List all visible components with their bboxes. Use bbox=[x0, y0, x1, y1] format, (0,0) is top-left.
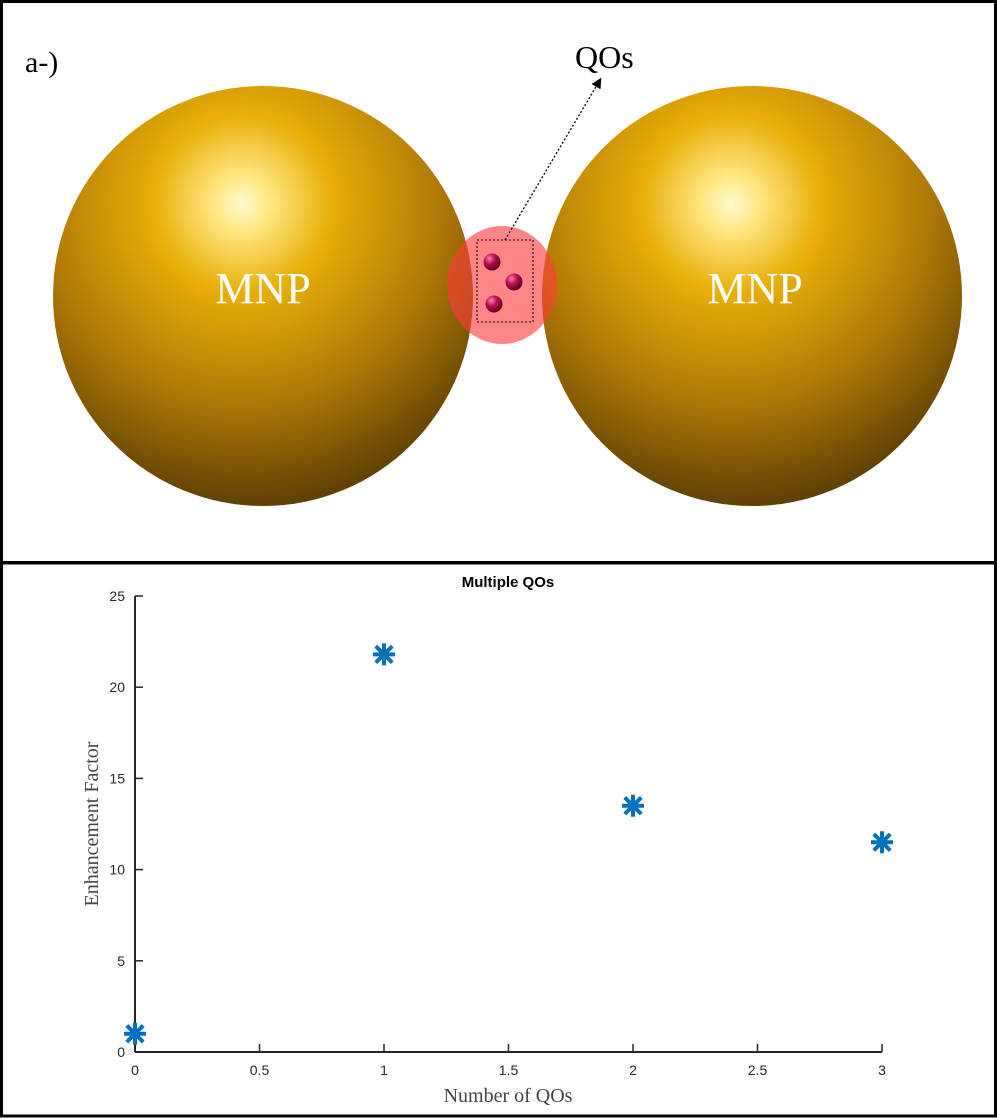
x-axis-label: Number of QOs bbox=[444, 1085, 573, 1107]
qd-particle bbox=[485, 295, 503, 313]
x-tick-label: 2 bbox=[629, 1062, 637, 1078]
plot-area: 0 0.5 1 1.5 2 2.5 3 0 5 10 15 20 25 bbox=[109, 588, 893, 1078]
x-tick-label: 3 bbox=[878, 1062, 886, 1078]
data-point bbox=[871, 831, 893, 854]
x-tick-label: 0.5 bbox=[250, 1062, 270, 1078]
y-tick-label: 25 bbox=[109, 588, 125, 604]
qd-label: QOs bbox=[575, 39, 634, 75]
qd-particle bbox=[483, 253, 501, 271]
right-sphere bbox=[542, 86, 962, 506]
panel-label: a-) bbox=[25, 46, 58, 79]
y-tick-label: 10 bbox=[109, 862, 125, 878]
x-tick-label: 0 bbox=[131, 1062, 139, 1078]
y-tick-label: 0 bbox=[117, 1044, 125, 1060]
qd-particle bbox=[505, 273, 523, 291]
x-tick-label: 1.5 bbox=[499, 1062, 519, 1078]
data-point bbox=[373, 643, 395, 666]
left-sphere-label: MNP bbox=[215, 264, 310, 313]
y-axis-label: Enhancement Factor bbox=[81, 741, 103, 906]
chart-title: Multiple QOs bbox=[462, 574, 555, 591]
y-tick-label: 5 bbox=[117, 953, 125, 969]
y-tick-label: 20 bbox=[109, 679, 125, 695]
left-sphere bbox=[53, 86, 473, 506]
panel-b-frame bbox=[0, 561, 997, 1118]
data-point bbox=[124, 1022, 146, 1045]
panel-a: a-) QOs MNP MNP bbox=[0, 0, 997, 564]
x-tick-label: 2.5 bbox=[748, 1062, 768, 1078]
right-sphere-label: MNP bbox=[707, 264, 802, 313]
gap-region bbox=[447, 226, 557, 344]
panel-b: Multiple QOs 0 0.5 1 1.5 2 2.5 3 0 5 10 15 20 25 Num… bbox=[0, 561, 997, 1118]
y-tick-label: 15 bbox=[109, 770, 125, 786]
data-point bbox=[622, 794, 644, 817]
qd-arrow bbox=[504, 77, 602, 241]
x-tick-label: 1 bbox=[380, 1062, 388, 1078]
